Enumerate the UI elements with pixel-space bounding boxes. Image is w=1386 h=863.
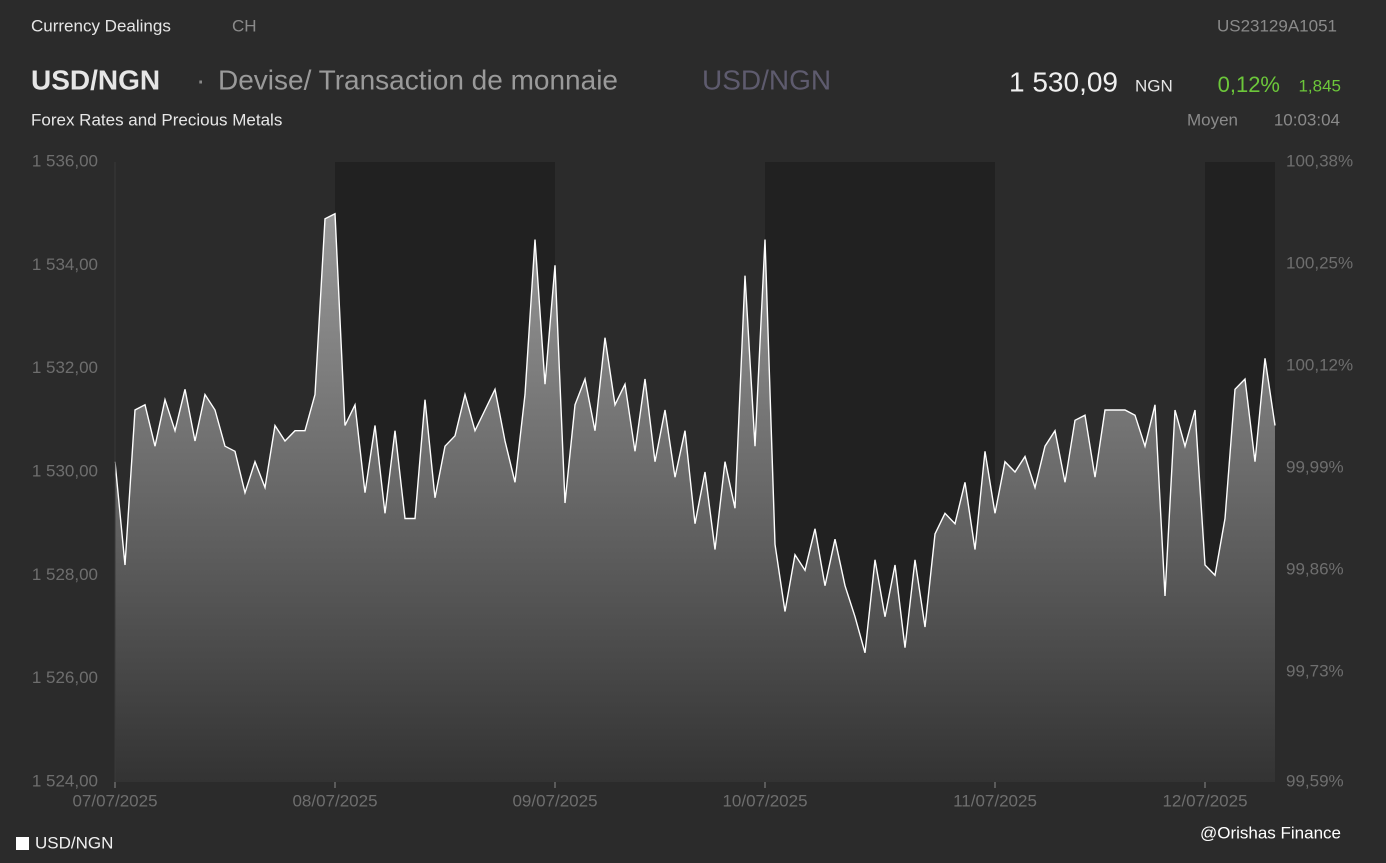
- symbol-secondary: USD/NGN: [702, 64, 831, 95]
- credit: @Orishas Finance: [1200, 823, 1341, 842]
- quote-time: 10:03:04: [1274, 110, 1340, 129]
- y2-tick-label: 100,25%: [1286, 254, 1353, 273]
- quote-type: Moyen: [1187, 110, 1238, 129]
- x-tick-label: 08/07/2025: [292, 791, 377, 810]
- x-tick-label: 09/07/2025: [512, 791, 597, 810]
- y2-tick-label: 99,99%: [1286, 458, 1344, 477]
- x-tick-label: 07/07/2025: [72, 791, 157, 810]
- y2-tick-label: 100,12%: [1286, 356, 1353, 375]
- description: Devise/ Transaction de monnaie: [218, 64, 618, 95]
- y2-tick-label: 99,86%: [1286, 560, 1344, 579]
- area: [115, 213, 1275, 782]
- x-tick-label: 10/07/2025: [722, 791, 807, 810]
- y-tick-label: 1 536,00: [32, 151, 98, 170]
- y2-tick-label: 100,38%: [1286, 151, 1353, 170]
- category: Forex Rates and Precious Metals: [31, 110, 282, 129]
- isin: US23129A1051: [1217, 16, 1337, 35]
- y2-tick-label: 99,59%: [1286, 771, 1344, 790]
- y-tick-label: 1 524,00: [32, 771, 98, 790]
- change-abs: 1,845: [1298, 76, 1341, 95]
- symbol: USD/NGN: [31, 64, 160, 95]
- line: [114, 212, 1276, 653]
- y2-tick-label: 99,73%: [1286, 662, 1344, 681]
- legend-swatch: [16, 837, 29, 850]
- market: CH: [232, 16, 257, 35]
- y-tick-label: 1 532,00: [32, 358, 98, 377]
- currency: NGN: [1135, 76, 1173, 95]
- price: 1 530,09: [1009, 66, 1118, 97]
- y-tick-label: 1 526,00: [32, 668, 98, 687]
- source: Currency Dealings: [31, 16, 171, 35]
- separator: ·: [196, 64, 205, 95]
- y-tick-label: 1 530,00: [32, 461, 98, 480]
- change-pct: 0,12%: [1218, 72, 1280, 97]
- legend-label: USD/NGN: [35, 833, 113, 852]
- x-tick-label: 11/07/2025: [953, 791, 1037, 810]
- y-tick-label: 1 534,00: [32, 255, 98, 274]
- y-tick-label: 1 528,00: [32, 565, 98, 584]
- x-tick-label: 12/07/2025: [1162, 791, 1247, 810]
